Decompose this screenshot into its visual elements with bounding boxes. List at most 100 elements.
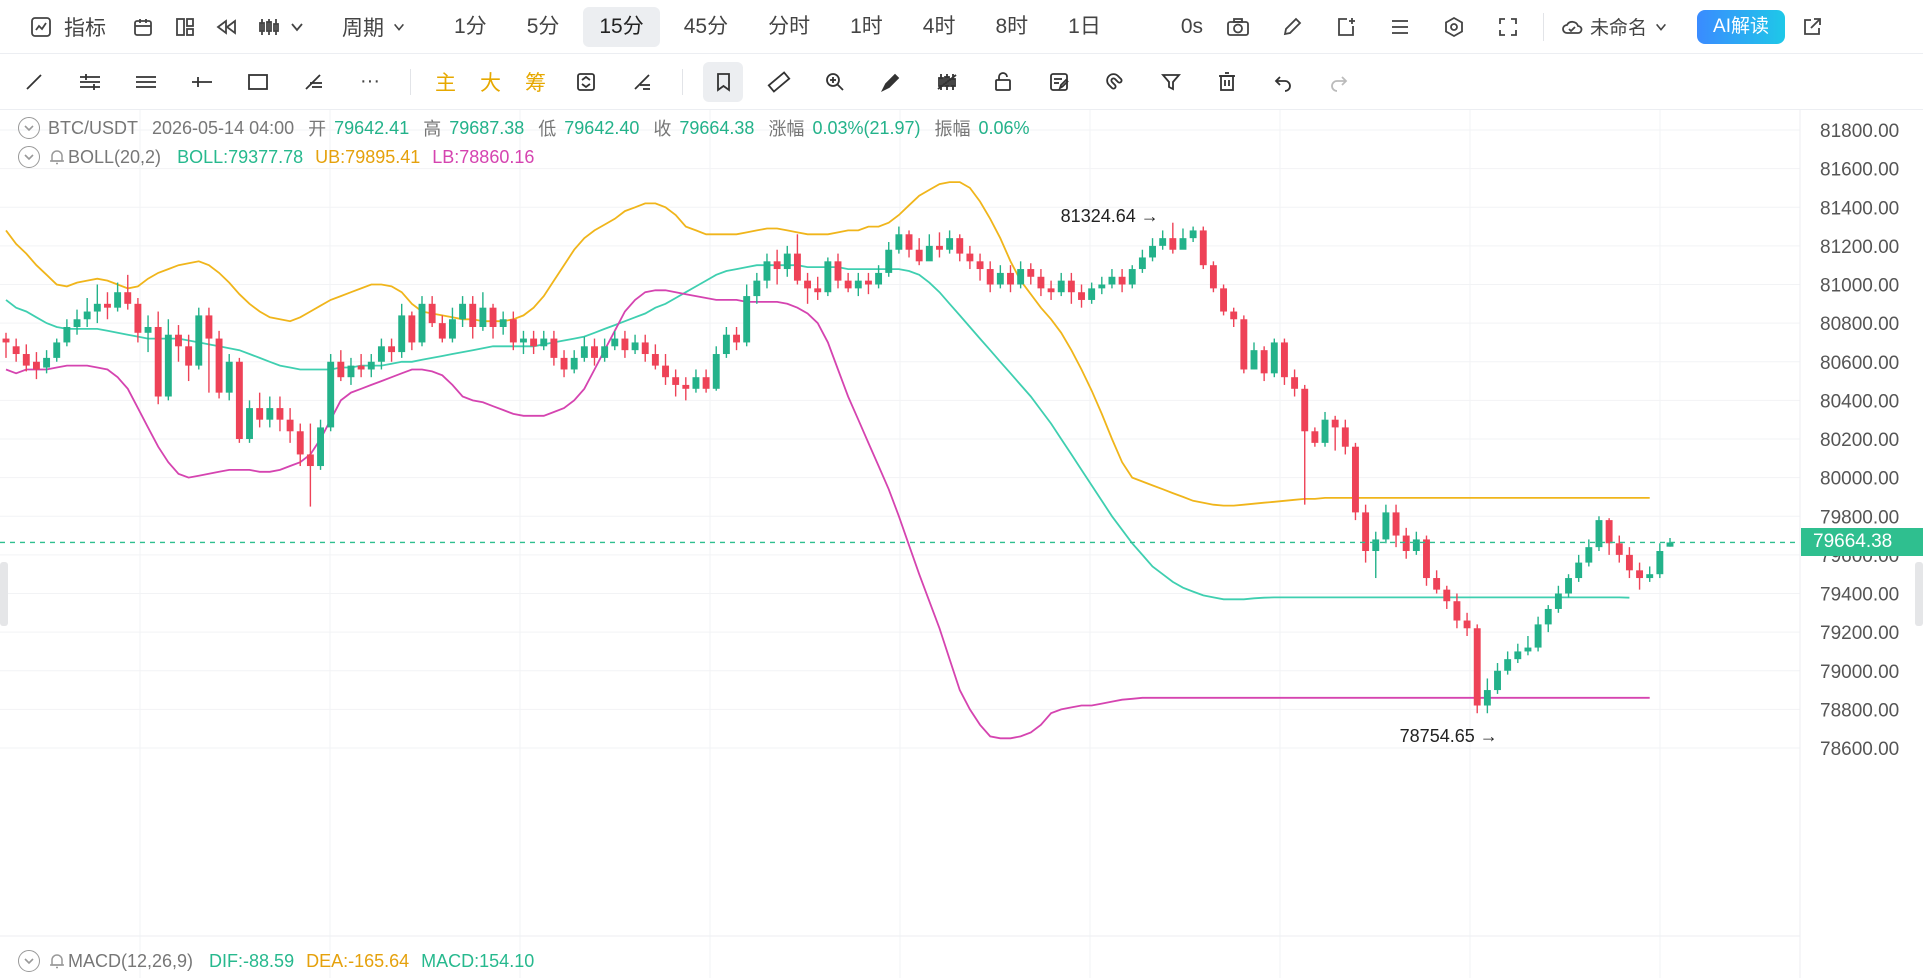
- filter-icon[interactable]: [1151, 62, 1191, 102]
- redo-icon[interactable]: [1319, 62, 1359, 102]
- candlestick-chart[interactable]: 81800.00 81600.00 81400.00 81200.00 81000.00…: [0, 110, 1923, 978]
- chevron-down-icon[interactable]: [286, 10, 308, 44]
- candle-body: [1494, 670, 1501, 691]
- fullscreen-icon[interactable]: [1491, 10, 1525, 44]
- collapse-icon[interactable]: [18, 950, 40, 972]
- period-tab[interactable]: 分时: [768, 14, 811, 38]
- bell-icon[interactable]: [48, 952, 66, 970]
- candle-type-icon[interactable]: [252, 10, 286, 44]
- ruler-icon[interactable]: [759, 62, 799, 102]
- pencil-icon[interactable]: [1275, 10, 1309, 44]
- candle-body: [580, 346, 588, 358]
- period-dropdown[interactable]: 周期: [332, 7, 418, 47]
- trend-line-icon[interactable]: [14, 62, 54, 102]
- magnet-icon[interactable]: [1095, 62, 1135, 102]
- y-tick-label: 80600.00: [1820, 353, 1899, 374]
- layout-name-label: 未命名: [1590, 18, 1648, 39]
- bell-icon[interactable]: [48, 148, 66, 166]
- y-tick-label: 79400.00: [1820, 585, 1899, 606]
- horizontal-ray-icon[interactable]: [182, 62, 222, 102]
- calendar-icon[interactable]: [126, 10, 160, 44]
- left-panel-handle[interactable]: [0, 562, 8, 626]
- camera-icon[interactable]: [1221, 10, 1255, 44]
- candle-body: [996, 272, 1004, 285]
- delete-icon[interactable]: [1207, 62, 1247, 102]
- rectangle-icon[interactable]: [238, 62, 278, 102]
- macd-value: MACD:154.10: [421, 950, 535, 971]
- signal-icon[interactable]: [622, 62, 662, 102]
- candle-body: [550, 338, 558, 358]
- candle-body: [337, 361, 345, 378]
- high-label: 高: [423, 119, 442, 139]
- candle-body: [164, 334, 172, 397]
- candle-body: [1331, 419, 1339, 428]
- macd-name: MACD(12,26,9): [68, 950, 194, 971]
- parallel-channel-icon[interactable]: [70, 62, 110, 102]
- candle-body: [520, 338, 527, 343]
- more-icon[interactable]: ···: [360, 70, 380, 92]
- collapse-icon[interactable]: [18, 117, 40, 139]
- indicator-button[interactable]: 指标: [14, 7, 116, 47]
- unlock-icon[interactable]: [983, 62, 1023, 102]
- candle-body: [560, 357, 568, 370]
- main-chart-button[interactable]: 主: [435, 71, 456, 95]
- candle-body: [489, 307, 497, 327]
- candle-body: [966, 253, 974, 262]
- period-tab[interactable]: 5分: [526, 14, 560, 38]
- cloud-icon: [1560, 10, 1584, 44]
- candle-body: [357, 365, 365, 370]
- ai-analysis-button[interactable]: AI解读: [1697, 9, 1785, 44]
- period-tab[interactable]: 1时: [850, 14, 883, 38]
- candle-body: [215, 338, 223, 393]
- settings-icon[interactable]: [1437, 10, 1471, 44]
- period-tab[interactable]: 4时: [922, 14, 956, 38]
- open-value: 79642.41: [334, 117, 410, 138]
- period-tab[interactable]: 1分: [454, 14, 487, 38]
- candle-body: [1220, 288, 1228, 312]
- candle-body: [388, 346, 396, 353]
- high-price-marker: 81324.64 →: [1061, 206, 1159, 226]
- compare-icon[interactable]: [566, 62, 606, 102]
- big-order-button[interactable]: 大: [480, 71, 501, 95]
- right-panel-handle[interactable]: [1915, 562, 1923, 626]
- chart-area[interactable]: 81800.00 81600.00 81400.00 81200.00 81000.00…: [0, 110, 1923, 978]
- candle-body: [1047, 288, 1055, 293]
- chip-button[interactable]: 筹: [525, 71, 546, 95]
- rewind-icon[interactable]: [210, 10, 244, 44]
- undo-icon[interactable]: [1263, 62, 1303, 102]
- layout-icon[interactable]: [168, 10, 202, 44]
- candle-body: [722, 334, 730, 355]
- bookmark-icon[interactable]: [703, 61, 743, 102]
- candle-body: [743, 296, 751, 343]
- edit-template-icon[interactable]: [1039, 62, 1079, 102]
- period-tab[interactable]: 1日: [1068, 14, 1101, 38]
- candle-body: [1544, 608, 1552, 625]
- candle-body: [824, 261, 832, 293]
- collapse-icon[interactable]: [18, 146, 40, 168]
- candle-body: [793, 253, 801, 281]
- list-settings-icon[interactable]: [1383, 10, 1417, 44]
- brush-icon[interactable]: [871, 62, 911, 102]
- candle-body: [1169, 238, 1177, 250]
- layout-name-dropdown[interactable]: 未命名: [1550, 7, 1679, 47]
- candle-body: [2, 338, 10, 343]
- candle-body: [347, 365, 355, 378]
- period-tab[interactable]: 45分: [683, 14, 729, 38]
- zoom-in-icon[interactable]: [815, 62, 855, 102]
- candle-body: [1270, 342, 1278, 374]
- candle-body: [1037, 276, 1045, 289]
- hide-drawings-icon[interactable]: [927, 62, 967, 102]
- ohlc-legend: BTC/USDT 2026-05-14 04:00 开 79642.41 高 7…: [18, 115, 1030, 141]
- candle-body: [1605, 520, 1613, 544]
- horizontal-lines-icon[interactable]: [126, 62, 166, 102]
- macd-dif-value: DIF:-88.59: [209, 950, 295, 971]
- period-tab[interactable]: 15分: [583, 6, 660, 47]
- period-tab[interactable]: 8时: [995, 14, 1029, 38]
- candle-body: [753, 280, 761, 297]
- add-window-icon[interactable]: [1329, 10, 1363, 44]
- share-icon[interactable]: [1795, 10, 1829, 44]
- candle-body: [22, 354, 30, 366]
- fibonacci-icon[interactable]: [294, 62, 334, 102]
- candle-body: [469, 303, 477, 327]
- candle-body: [1007, 272, 1014, 285]
